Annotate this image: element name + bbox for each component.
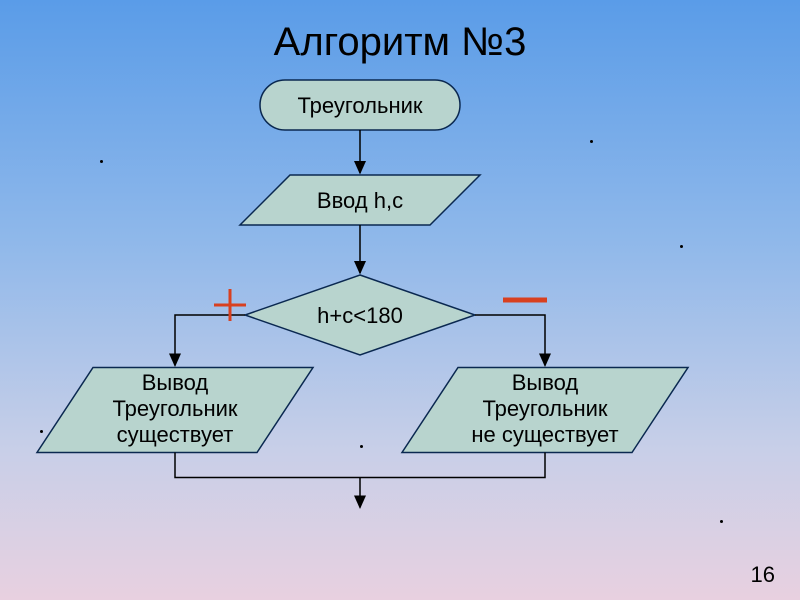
edge-decision-yes <box>175 315 245 366</box>
dot <box>680 245 683 248</box>
svg-text:Треугольник: Треугольник <box>297 93 422 118</box>
dot <box>720 520 723 523</box>
page-number: 16 <box>751 562 775 588</box>
flowchart-svg: Треугольник Ввод h,c h+c<180 ВыводТреуго… <box>0 0 800 600</box>
node-out-no: ВыводТреугольникне существует <box>402 368 688 453</box>
node-start: Треугольник <box>260 80 460 130</box>
edge-decision-no <box>475 315 545 366</box>
dot <box>360 445 363 448</box>
node-input: Ввод h,c <box>240 175 480 225</box>
dot <box>100 160 103 163</box>
plus-icon <box>214 289 246 321</box>
dot <box>40 430 43 433</box>
svg-text:h+c<180: h+c<180 <box>317 303 403 328</box>
svg-text:Ввод h,c: Ввод h,c <box>317 188 403 213</box>
dot <box>590 140 593 143</box>
node-out-yes: ВыводТреугольниксуществует <box>37 368 313 453</box>
node-decision: h+c<180 <box>245 275 475 355</box>
edge-merge <box>175 453 545 478</box>
